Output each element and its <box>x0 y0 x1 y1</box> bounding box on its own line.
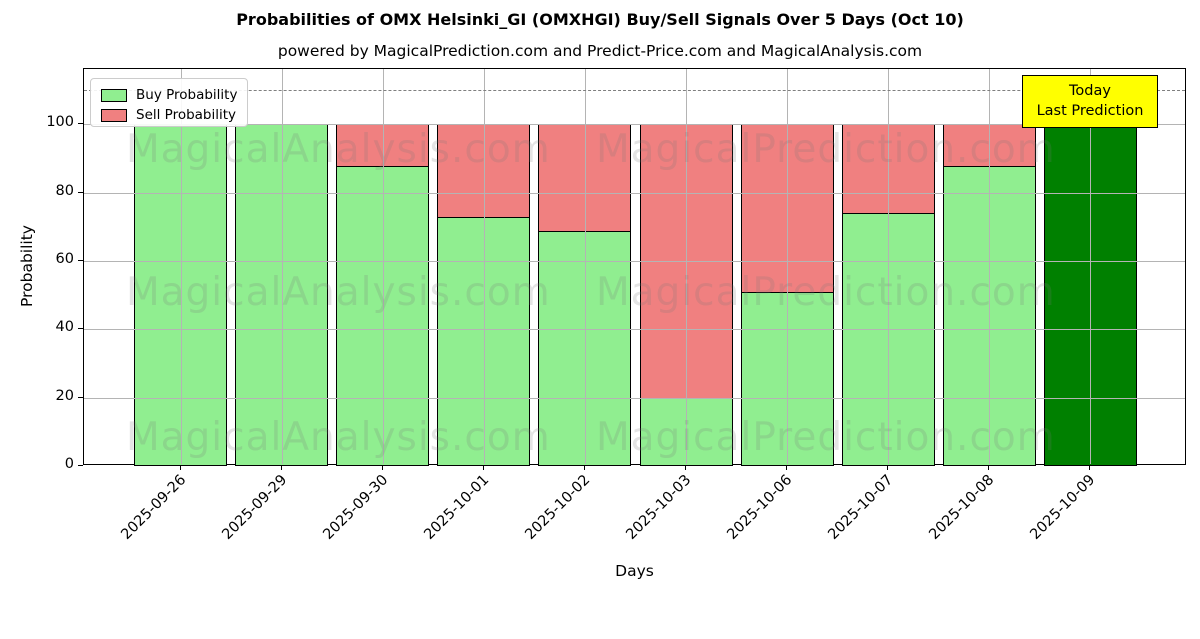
watermark-text: MagicalAnalysis.com <box>126 127 551 172</box>
y-tick-label: 0 <box>64 456 74 472</box>
x-tick-label: 2025-10-02 <box>522 472 594 543</box>
dashed-threshold-line <box>84 90 1185 92</box>
y-tick-mark <box>78 260 83 261</box>
watermark-text: MagicalAnalysis.com <box>126 415 551 460</box>
chart-title: Probabilities of OMX Helsinki_GI (OMXHGI… <box>236 10 964 29</box>
watermark-text: MagicalAnalysis.com <box>126 270 551 315</box>
watermark-text: MagicalPrediction.com <box>596 415 1056 460</box>
gridline-vertical <box>483 69 485 464</box>
x-axis-label: Days <box>615 562 654 580</box>
x-tick-label: 2025-10-09 <box>1027 472 1099 543</box>
gridline-vertical <box>888 69 890 464</box>
sell-swatch-icon <box>101 108 127 122</box>
gridline-vertical <box>686 69 688 464</box>
x-tick-mark <box>988 465 990 470</box>
gridline-vertical <box>989 69 991 464</box>
gridline-horizontal <box>84 397 1185 399</box>
legend-label-sell: Sell Probability <box>136 107 237 123</box>
figure: Probabilities of OMX Helsinki_GI (OMXHGI… <box>18 10 1186 580</box>
y-tick-label: 100 <box>46 114 74 131</box>
y-tick-label: 60 <box>55 251 74 267</box>
gridline-vertical <box>180 69 182 464</box>
buy-swatch-icon <box>101 88 127 102</box>
x-tick-mark <box>1089 465 1091 470</box>
gridline-vertical <box>787 69 789 464</box>
x-tick-label: 2025-10-06 <box>724 472 796 543</box>
gridline-vertical <box>1090 69 1092 464</box>
x-tick-label: 2025-09-30 <box>320 472 392 543</box>
watermark-text: MagicalPrediction.com <box>596 127 1056 172</box>
x-tick-label: 2025-09-29 <box>219 472 290 543</box>
x-tick-label: 2025-10-07 <box>825 472 897 543</box>
y-tick-mark <box>78 191 83 193</box>
legend-label-buy: Buy Probability <box>136 87 238 103</box>
y-tick-mark <box>78 328 83 330</box>
watermark-text: MagicalPrediction.com <box>596 270 1056 315</box>
y-tick-label: 80 <box>55 182 74 199</box>
x-tick-mark <box>583 465 585 470</box>
x-tick-label: 2025-09-26 <box>117 472 189 543</box>
x-tick-mark <box>280 465 282 470</box>
y-tick-label: 40 <box>55 319 74 336</box>
gridline-horizontal <box>84 261 1185 262</box>
y-tick-mark <box>78 123 83 125</box>
gridline-vertical <box>382 69 384 464</box>
x-tick-label: 2025-10-08 <box>926 472 998 543</box>
x-tick-mark <box>381 465 383 470</box>
x-tick-label: 2025-10-03 <box>623 472 695 543</box>
x-tick-mark <box>482 465 484 470</box>
gridline-horizontal <box>84 192 1185 194</box>
chart-subtitle: powered by MagicalPrediction.com and Pre… <box>277 42 923 60</box>
gridline-horizontal <box>84 329 1185 331</box>
x-tick-label: 2025-10-01 <box>421 472 493 543</box>
legend-item-buy: Buy Probability <box>101 86 237 104</box>
x-tick-mark <box>786 465 788 470</box>
y-tick-mark <box>78 396 83 398</box>
legend-item-sell: Sell Probability <box>101 106 237 124</box>
gridline-vertical <box>281 69 283 464</box>
x-tick-mark <box>179 465 181 470</box>
gridline-vertical <box>584 69 586 464</box>
y-tick-mark <box>78 465 83 466</box>
plot-area: MagicalAnalysis.com MagicalPrediction.co… <box>83 68 1186 466</box>
today-annotation: Today Last Prediction <box>1022 75 1158 128</box>
today-annotation-line2: Last Prediction <box>1036 102 1144 119</box>
x-tick-mark <box>685 465 687 470</box>
x-tick-mark <box>887 465 889 470</box>
legend: Buy Probability Sell Probability <box>90 78 248 127</box>
y-tick-label: 20 <box>55 387 74 404</box>
gridline-horizontal <box>84 124 1185 126</box>
today-annotation-line1: Today <box>1069 82 1111 99</box>
